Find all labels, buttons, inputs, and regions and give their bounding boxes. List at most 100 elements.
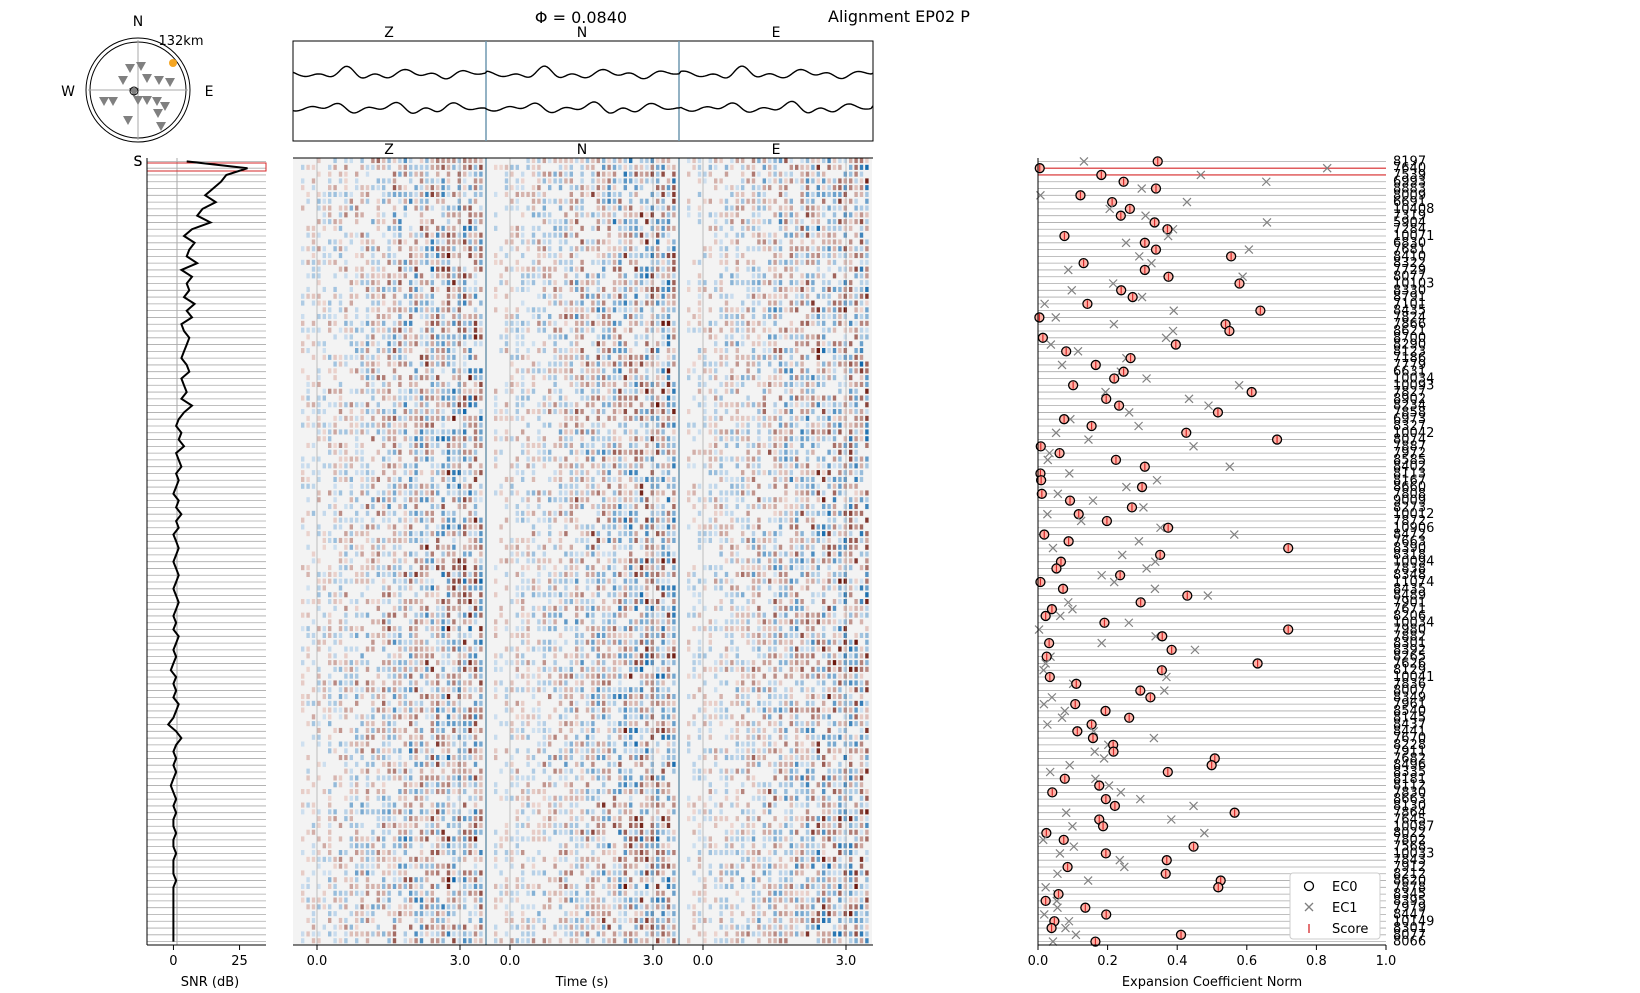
heatmap-cell (580, 605, 584, 611)
heatmap-cell (452, 707, 456, 713)
heatmap-cell (479, 680, 483, 686)
heatmap-cell (591, 599, 595, 605)
heatmap-cell (602, 476, 606, 482)
heatmap-cell (436, 802, 440, 808)
heatmap-cell (409, 836, 413, 842)
heatmap-cell (382, 253, 386, 259)
heatmap-cell (521, 585, 525, 591)
heatmap-cell (463, 592, 467, 598)
heatmap-cell (515, 185, 519, 191)
heatmap-cell (553, 171, 557, 177)
heatmap-cell (317, 476, 321, 482)
heatmap-cell (371, 239, 375, 245)
heatmap-cell (569, 341, 573, 347)
heatmap-cell (446, 402, 451, 408)
heatmap-cell (569, 314, 573, 320)
heatmap-cell (436, 409, 440, 415)
heatmap-cell (623, 687, 627, 693)
heatmap-cell (473, 565, 478, 571)
heatmap-cell (446, 544, 451, 550)
heatmap-cell (403, 795, 407, 801)
heatmap-cell (414, 164, 418, 170)
heatmap-cell (575, 402, 579, 408)
heatmap-cell (531, 524, 536, 530)
heatmap-cell (365, 470, 370, 476)
heatmap-cell (349, 476, 353, 482)
heatmap-cell (463, 714, 467, 720)
heatmap-cell (446, 280, 451, 286)
heatmap-cell (645, 517, 649, 523)
heatmap-cell (656, 375, 660, 381)
heatmap-cell (569, 558, 573, 564)
heatmap-cell (333, 816, 337, 822)
heatmap-cell (409, 809, 413, 815)
heatmap-cell (666, 225, 671, 231)
heatmap-cell (537, 293, 541, 299)
heatmap-cell (569, 198, 573, 204)
heatmap-cell (306, 246, 310, 252)
heatmap-cell (634, 592, 638, 598)
heatmap-cell (569, 368, 573, 374)
heatmap-cell (355, 924, 359, 930)
heatmap-cell (452, 375, 456, 381)
heatmap-cell (387, 612, 391, 618)
heatmap-cell (392, 158, 397, 164)
heatmap-cell (596, 388, 600, 394)
heatmap-cell (629, 239, 633, 245)
heatmap-cell (468, 402, 472, 408)
heatmap-cell (558, 395, 563, 401)
heatmap-cell (360, 802, 364, 808)
heatmap-cell (629, 171, 633, 177)
heatmap-cell (328, 253, 332, 259)
heatmap-cell (403, 707, 407, 713)
heatmap-cell (355, 795, 359, 801)
heatmap-cell (338, 571, 343, 577)
heatmap-cell (666, 687, 671, 693)
heatmap-cell (575, 476, 579, 482)
heatmap-cell (306, 198, 310, 204)
heatmap-cell (392, 449, 397, 455)
heatmap-cell (521, 626, 525, 632)
heatmap-cell (515, 381, 519, 387)
heatmap-cell (301, 680, 305, 686)
heatmap-cell (607, 504, 611, 510)
heatmap-cell (392, 660, 397, 666)
heatmap-cell (602, 666, 606, 672)
heatmap-cell (344, 266, 348, 272)
heatmap-cell (371, 409, 375, 415)
heatmap-cell (553, 470, 557, 476)
heatmap-cell (355, 931, 359, 937)
heatmap-cell (645, 280, 649, 286)
heatmap-cell (479, 531, 483, 537)
heatmap-cell (537, 680, 541, 686)
heatmap-cell (457, 212, 461, 218)
heatmap-cell (666, 639, 671, 645)
heatmap-cell (468, 775, 472, 781)
heatmap-cell (376, 775, 380, 781)
heatmap-cell (430, 782, 434, 788)
heatmap-cell (473, 639, 478, 645)
heatmap-cell (376, 524, 380, 530)
heatmap-cell (623, 504, 627, 510)
heatmap-cell (596, 239, 600, 245)
heatmap-cell (425, 388, 429, 394)
heatmap-cell (596, 429, 600, 435)
heatmap-cell (409, 877, 413, 883)
heatmap-cell (387, 571, 391, 577)
heatmap-cell (531, 537, 536, 543)
heatmap-cell (371, 320, 375, 326)
heatmap-cell (569, 483, 573, 489)
heatmap-cell (338, 666, 343, 672)
heatmap-cell (639, 666, 644, 672)
heatmap-cell (349, 680, 353, 686)
heatmap-cell (398, 266, 402, 272)
heatmap-cell (409, 646, 413, 652)
heatmap-cell (333, 890, 337, 896)
heatmap-cell (355, 680, 359, 686)
heatmap-cell (473, 897, 478, 903)
heatmap-cell (392, 761, 397, 767)
heatmap-cell (436, 314, 440, 320)
heatmap-cell (403, 429, 407, 435)
heatmap-cell (360, 741, 364, 747)
heatmap-cell (414, 741, 418, 747)
